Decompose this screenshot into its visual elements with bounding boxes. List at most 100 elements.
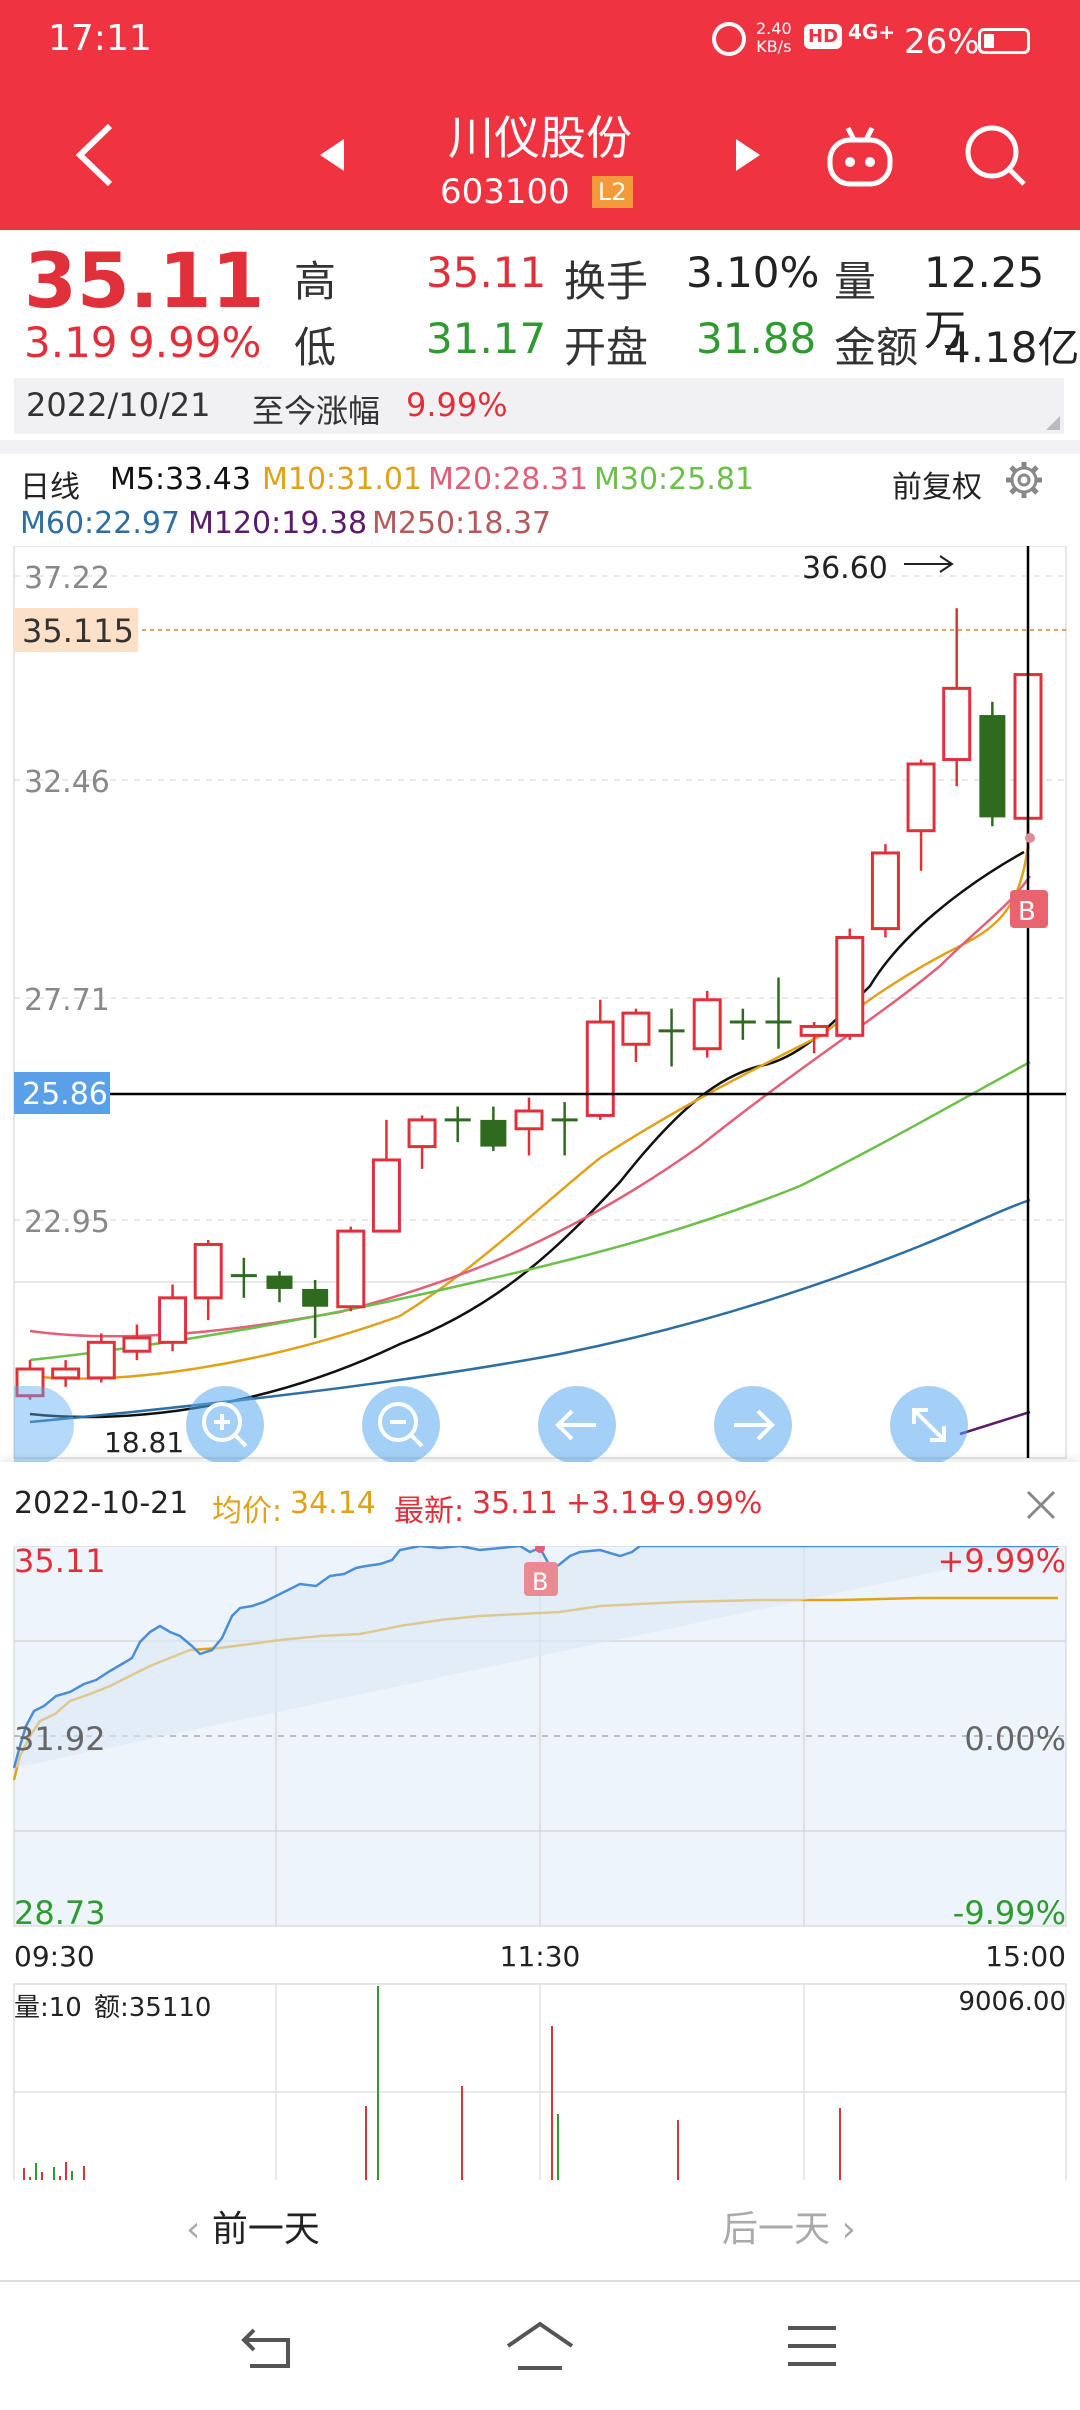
- low-label: 低: [294, 323, 337, 372]
- candle-body: [906, 762, 936, 833]
- candle-body: [302, 1288, 329, 1307]
- battery-percent: 26%: [904, 22, 980, 62]
- price-change: 3.19: [24, 318, 118, 367]
- section-divider: [0, 440, 1080, 454]
- price-change-percent: 9.99%: [128, 318, 262, 367]
- crosshair-price-tag: 25.86: [22, 1077, 108, 1112]
- candle-body: [942, 686, 972, 762]
- ma5-line: [29, 850, 1025, 1419]
- gain-value: 9.99%: [406, 386, 508, 424]
- close-icon[interactable]: [1024, 1488, 1058, 1522]
- latest-change: +3.19: [566, 1486, 658, 1521]
- current-price-tag-bg: [14, 608, 138, 652]
- robot-assistant-icon[interactable]: [826, 120, 894, 190]
- adjust-mode[interactable]: 前复权: [892, 470, 982, 505]
- scroll-right-button[interactable]: [714, 1386, 792, 1464]
- candle-body: [86, 1340, 116, 1380]
- stock-name: 川仪股份: [448, 111, 632, 165]
- y-axis-label-4: 22.95: [24, 1205, 110, 1240]
- candle-body: [407, 1118, 437, 1149]
- low-mark-label: 18.81: [104, 1426, 184, 1459]
- candle-body: [621, 1011, 651, 1046]
- volume-value: 12.25万: [924, 248, 1045, 355]
- high-arrow-icon: [939, 555, 954, 573]
- ma250-label: M250:18.37: [372, 506, 552, 541]
- fullscreen-button[interactable]: [890, 1386, 968, 1464]
- net-speed: 2.40 KB/s: [756, 19, 792, 56]
- candlesticks: [15, 608, 1043, 1400]
- alarm-icon: [712, 22, 746, 56]
- ma5-label: M5:33.43: [110, 462, 251, 497]
- amount-value: 4.18亿: [944, 323, 1080, 372]
- latest-price-value: 35.11: [472, 1486, 558, 1521]
- turnover-label: 换手: [564, 257, 649, 306]
- search-icon[interactable]: [960, 120, 1030, 190]
- y-axis-label-3: 27.71: [24, 983, 110, 1018]
- latest-change-pct: +9.99%: [642, 1486, 763, 1521]
- kline-chart[interactable]: 37.22 32.46 27.71 22.95 35.115 25.86 36.…: [0, 546, 1080, 1460]
- high-value: 35.11: [426, 248, 547, 297]
- turnover-value: 3.10%: [686, 248, 820, 297]
- scroll-left-button[interactable]: [538, 1386, 616, 1464]
- system-back-icon[interactable]: [240, 2322, 298, 2372]
- ma30-label: M30:25.81: [594, 462, 755, 497]
- previous-day-button[interactable]: ‹ 前一天: [186, 2209, 320, 2250]
- avg-price-value: 34.14: [290, 1486, 376, 1521]
- zoom-in-icon: [202, 1402, 248, 1448]
- hd-icon: HD: [804, 24, 843, 49]
- candle-body: [514, 1109, 544, 1131]
- zoom-out-button[interactable]: [362, 1386, 440, 1464]
- candle-body: [979, 715, 1006, 818]
- chevron-right-icon: ›: [830, 2209, 856, 2250]
- volume-label: 量: [834, 257, 877, 306]
- chevron-left-icon: ‹: [186, 2209, 212, 2250]
- arrow-left-icon: [555, 1409, 596, 1441]
- price-bottom: 28.73: [14, 1894, 106, 1932]
- arrow-right-icon: [734, 1409, 775, 1441]
- zoom-in-button[interactable]: [186, 1386, 264, 1464]
- candle-body: [480, 1119, 507, 1147]
- system-home-icon[interactable]: [504, 2318, 576, 2374]
- candle-body: [835, 935, 865, 1037]
- period-date: 2022/10/21: [26, 386, 211, 424]
- open-value: 31.88: [696, 314, 817, 363]
- time-end: 15:00: [985, 1940, 1066, 1973]
- battery-icon: [978, 28, 1030, 54]
- candle-body: [585, 1020, 615, 1117]
- intraday-buy-label: B: [532, 1568, 548, 1596]
- back-icon[interactable]: [72, 120, 116, 190]
- pct-mid: 0.00%: [964, 1720, 1066, 1758]
- moving-average-lines: [29, 845, 1032, 1436]
- current-price: 35.11: [24, 236, 265, 325]
- amount-label: 金额: [834, 323, 919, 372]
- gain-label: 至今涨幅: [252, 392, 381, 430]
- pct-bottom: -9.99%: [953, 1894, 1066, 1932]
- y-axis-label-top: 37.22: [24, 561, 110, 596]
- intraday-chart[interactable]: 35.11 31.92 28.73 +9.99% 0.00% -9.99% B …: [0, 1546, 1080, 2246]
- stock-header: 川仪股份 603100 L2: [0, 80, 1080, 230]
- next-stock-icon[interactable]: [734, 137, 762, 173]
- settings-gear-icon[interactable]: [1004, 460, 1044, 500]
- level2-badge[interactable]: L2: [592, 176, 633, 208]
- period-bar: 2022/10/21 至今涨幅 9.99%: [14, 378, 1064, 434]
- scroll-start-button[interactable]: [14, 1386, 74, 1464]
- high-label: 高: [294, 257, 337, 306]
- candle-body: [870, 851, 900, 931]
- previous-stock-icon[interactable]: [318, 137, 346, 173]
- candle-body: [336, 1229, 366, 1309]
- intraday-date: 2022-10-21: [14, 1486, 189, 1521]
- volume-max: 9006.00: [958, 1987, 1066, 2017]
- volume-label: 量:10: [14, 1993, 82, 2023]
- day-navigation: ‹ 前一天 后一天 ›: [0, 2180, 1080, 2276]
- avg-price-label: 均价:: [212, 1494, 283, 1529]
- low-value: 31.17: [426, 314, 547, 363]
- time-mid: 11:30: [500, 1940, 581, 1973]
- price-line: [12, 1546, 1058, 1769]
- system-menu-icon[interactable]: [784, 2322, 840, 2370]
- intraday-buy-badge: [524, 1562, 558, 1596]
- period-label[interactable]: 日线: [20, 470, 80, 505]
- open-label: 开盘: [564, 323, 649, 372]
- ma120-label: M120:19.38: [188, 506, 368, 541]
- signal-icon: 4G+: [848, 20, 896, 44]
- next-day-button[interactable]: 后一天 ›: [722, 2209, 856, 2250]
